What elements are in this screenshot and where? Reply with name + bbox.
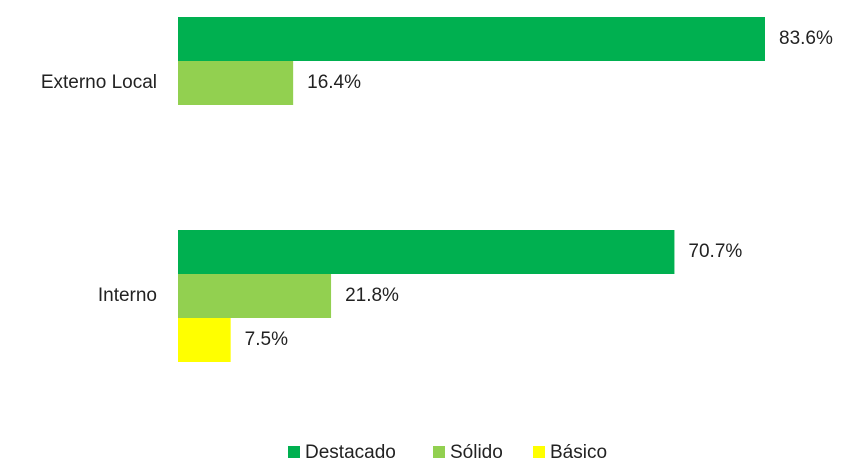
category-label: Interno: [98, 285, 157, 306]
legend-label: Destacado: [305, 442, 396, 463]
legend-label: Sólido: [450, 442, 503, 463]
bar: [178, 17, 765, 61]
data-label: 16.4%: [307, 72, 361, 93]
legend-label: Básico: [550, 442, 607, 463]
bar: [178, 230, 675, 274]
data-label: 83.6%: [779, 28, 833, 49]
category-label: Externo Local: [41, 72, 157, 93]
bar: [178, 274, 332, 318]
legend-swatch: [533, 446, 545, 458]
data-label: 21.8%: [345, 285, 399, 306]
data-label: 70.7%: [688, 241, 742, 262]
data-label: 7.5%: [245, 329, 288, 350]
legend-swatch: [433, 446, 445, 458]
bar: [178, 61, 294, 105]
bar: [178, 318, 231, 362]
legend-swatch: [288, 446, 300, 458]
